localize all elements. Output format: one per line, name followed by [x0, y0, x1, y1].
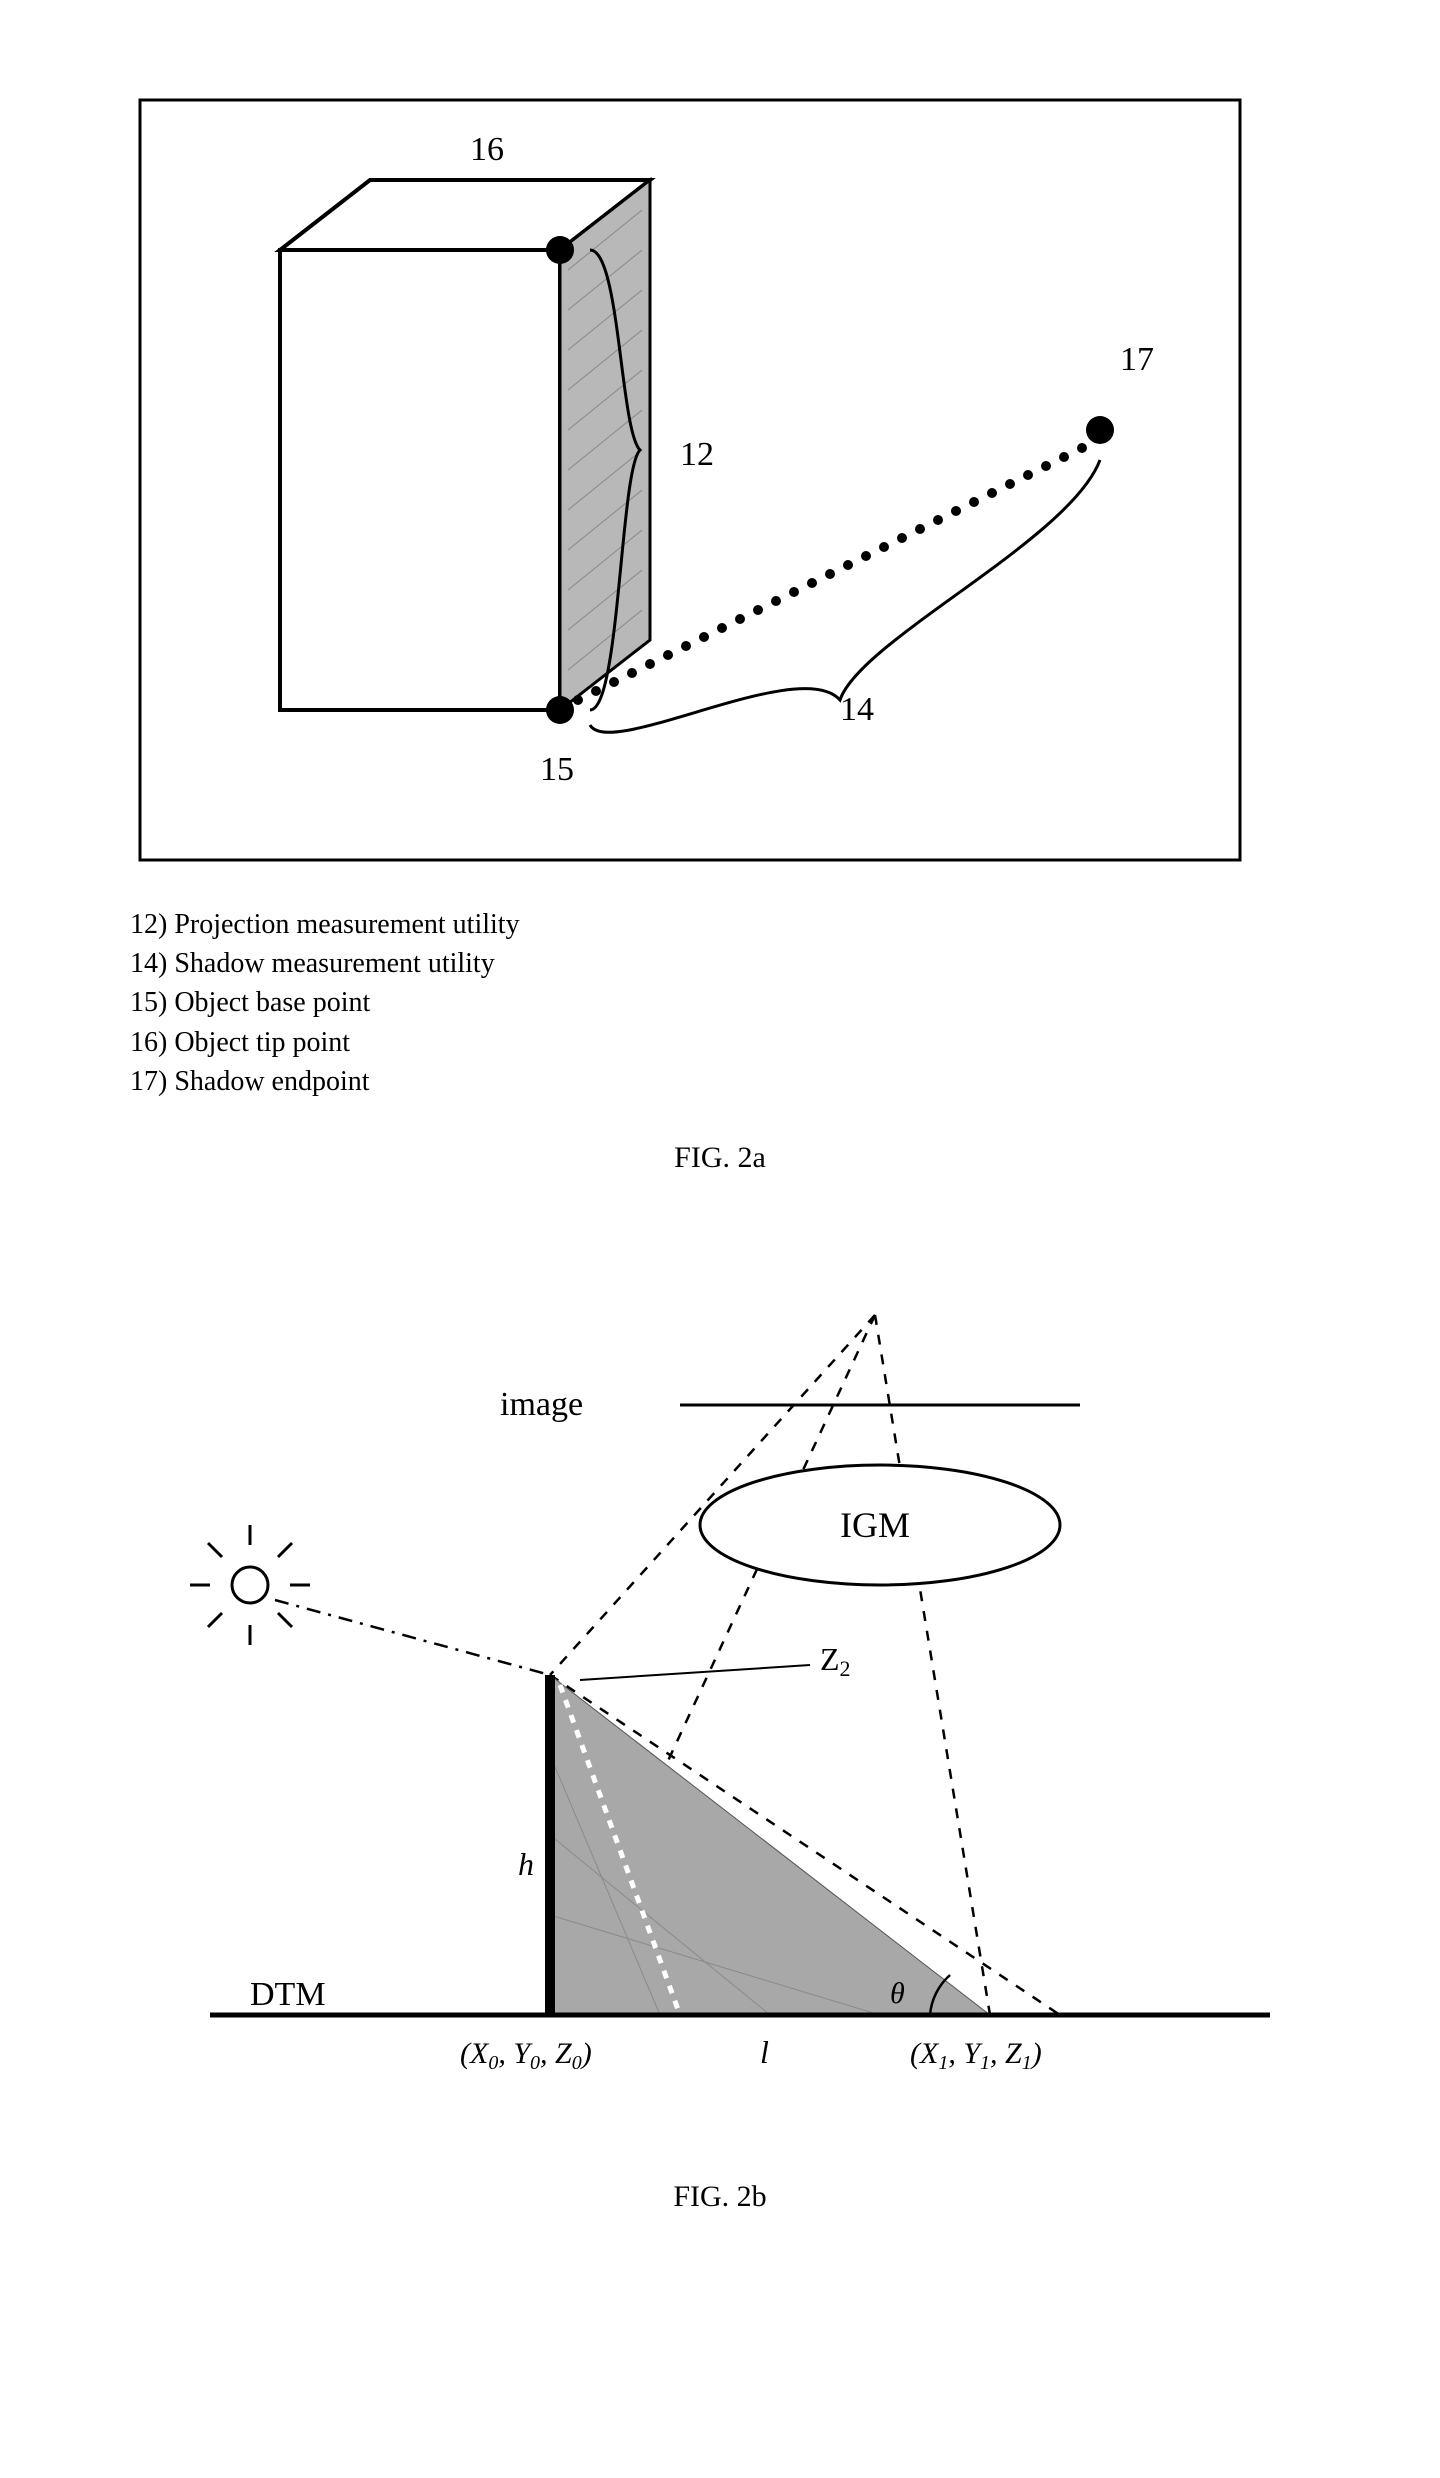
legend-12: 12) Projection measurement utility	[130, 905, 1320, 944]
h-label: h	[518, 1846, 534, 1882]
sun-ray	[275, 1600, 550, 1675]
fig-2a: 12 14 16 15 17	[120, 80, 1260, 880]
point-17	[1086, 416, 1114, 444]
z2-label: Z2	[820, 1641, 851, 1681]
shadow-triangle	[550, 1675, 990, 2015]
coord-0: (X0, Y0, Z0)	[460, 2037, 592, 2074]
legend-17: 17) Shadow endpoint	[130, 1062, 1320, 1101]
fig-2b: image IGM θ DTM h l Z2 (X0, Y0, Z0)	[120, 1235, 1320, 2135]
caption-2a: FIG. 2a	[120, 1141, 1320, 1175]
label-14: 14	[840, 691, 874, 728]
coord-1: (X1, Y1, Z1)	[910, 2037, 1042, 2074]
igm-label: IGM	[840, 1505, 910, 1545]
image-label: image	[500, 1386, 583, 1423]
legend: 12) Projection measurement utility 14) S…	[130, 905, 1320, 1101]
z2-leader	[580, 1665, 810, 1680]
theta-label: θ	[890, 1977, 905, 2010]
l-label: l	[760, 2034, 769, 2070]
sun-icon	[190, 1525, 310, 1645]
dtm-label: DTM	[250, 1976, 326, 2013]
legend-15: 15) Object base point	[130, 983, 1320, 1022]
label-15: 15	[540, 751, 574, 788]
point-16	[546, 236, 574, 264]
point-15	[546, 696, 574, 724]
legend-16: 16) Object tip point	[130, 1023, 1320, 1062]
label-16: 16	[470, 131, 504, 168]
caption-2b: FIG. 2b	[120, 2180, 1320, 2214]
legend-14: 14) Shadow measurement utility	[130, 944, 1320, 983]
box-front	[280, 250, 560, 710]
label-12: 12	[680, 436, 714, 473]
label-17: 17	[1120, 341, 1154, 378]
